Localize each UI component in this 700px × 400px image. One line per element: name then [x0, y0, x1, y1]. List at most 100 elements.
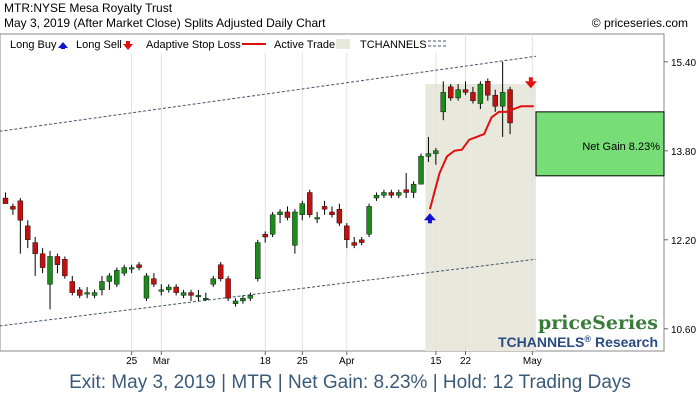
long-sell-arrow-icon [524, 81, 537, 89]
x-tick-label: 25 [297, 356, 309, 367]
candle-up [247, 295, 254, 299]
candle-up [292, 211, 298, 246]
adaptive-stop-line [428, 105, 534, 210]
candle-up [99, 281, 105, 291]
candle-up [47, 256, 53, 285]
candle-up [195, 295, 202, 298]
candle-down [462, 89, 469, 93]
y-tick-label: 13.80 [671, 147, 696, 158]
tchannel-lower-line [0, 258, 537, 327]
trade-summary-footer: Exit: May 3, 2019 | MTR | Net Gain: 8.23… [69, 372, 631, 393]
candle-up [440, 92, 446, 113]
candle-down [173, 286, 179, 293]
candle-up [425, 153, 432, 157]
active-trade-zone [425, 84, 537, 351]
brand-logo: priceSeries [538, 312, 658, 334]
candle-up [210, 278, 216, 285]
candle-down [69, 281, 75, 293]
net-gain-box [535, 111, 665, 177]
candle-down [32, 242, 38, 254]
candle-down [336, 208, 343, 224]
candle-down [217, 264, 224, 279]
candle-up [240, 297, 246, 302]
candle-up [455, 89, 461, 99]
legend-tchannels: TCHANNELS [360, 39, 427, 51]
sell-arrow-icon [123, 44, 133, 50]
candle-down [492, 94, 498, 107]
candle-down [225, 278, 231, 299]
candle-down [136, 264, 142, 268]
x-tick-label: Mar [153, 356, 171, 367]
candle-up [232, 300, 239, 304]
candle-up [477, 83, 484, 104]
brand-research: TCHANNELS® Research [498, 334, 658, 350]
candle-down [321, 206, 328, 210]
tchannel-upper-line [0, 55, 537, 132]
candle-down [358, 239, 365, 243]
candle-up [180, 292, 187, 296]
candle-up [106, 275, 113, 282]
y-tick-label: 15.40 [671, 58, 696, 69]
candle-down [10, 206, 16, 210]
buy-arrow-icon [58, 42, 68, 48]
candle-up [114, 270, 120, 285]
candle-up [84, 292, 90, 295]
candle-up [433, 150, 439, 154]
candle-down [329, 211, 335, 215]
candle-down [448, 86, 454, 99]
candle-up [314, 217, 320, 220]
candle-up [166, 286, 172, 291]
copyright: © priceseries.com [591, 16, 688, 30]
candle-down [262, 234, 268, 238]
buy-arrow-icon-stem [61, 46, 65, 49]
net-gain-label: Net Gain 8.23% [582, 141, 660, 153]
candle-down [76, 289, 83, 296]
legend-active-trade: Active Trade [274, 39, 335, 51]
y-tick-label: 12.20 [671, 236, 696, 247]
chart-subtitle: May 3, 2019 (After Market Close) Splits … [4, 16, 326, 30]
candle-up [91, 292, 98, 296]
candle-up [277, 211, 283, 215]
active-trade-swatch [336, 39, 350, 49]
legend-adaptive-stop: Adaptive Stop Loss [146, 39, 241, 51]
candle-down [403, 189, 409, 193]
candle-up [143, 275, 150, 299]
candle-up [366, 206, 372, 235]
candle-down [2, 197, 9, 204]
long-buy-arrow-stem [427, 219, 432, 224]
long-buy-arrow-icon [423, 213, 436, 221]
candle-down [284, 211, 291, 218]
candle-up [203, 297, 209, 300]
legend-long-sell: Long Sell [76, 39, 122, 51]
candle-up [396, 192, 402, 196]
chart-title: MTR:NYSE Mesa Royalty Trust [4, 1, 173, 15]
candle-up [255, 242, 261, 279]
candle-up [299, 203, 305, 215]
candle-up [381, 192, 387, 196]
sell-arrow-icon-stem [126, 41, 130, 45]
candle-down [507, 89, 513, 124]
y-tick-label: 10.60 [671, 325, 696, 336]
x-tick-label: May [523, 356, 542, 367]
candle-down [307, 192, 313, 215]
candle-down [470, 92, 476, 101]
candle-up [373, 195, 380, 199]
plot-frame [0, 33, 665, 352]
legend: Long Buy Long Sell Adaptive Stop Loss Ac… [2, 35, 462, 53]
legend-long-buy: Long Buy [10, 39, 57, 51]
x-tick-label: 25 [126, 356, 138, 367]
candle-down [351, 242, 357, 246]
x-tick-label: Apr [339, 356, 355, 367]
candle-down [25, 225, 31, 240]
candle-up [410, 183, 417, 193]
candle-up [269, 214, 276, 235]
x-tick-label: 15 [430, 356, 442, 367]
long-sell-arrow-stem [528, 77, 533, 82]
candle-down [485, 81, 491, 96]
candle-down [388, 192, 395, 196]
candle-up [418, 156, 424, 185]
candle-up [499, 92, 506, 107]
x-tick-label: 18 [260, 356, 272, 367]
candle-down [17, 200, 24, 221]
